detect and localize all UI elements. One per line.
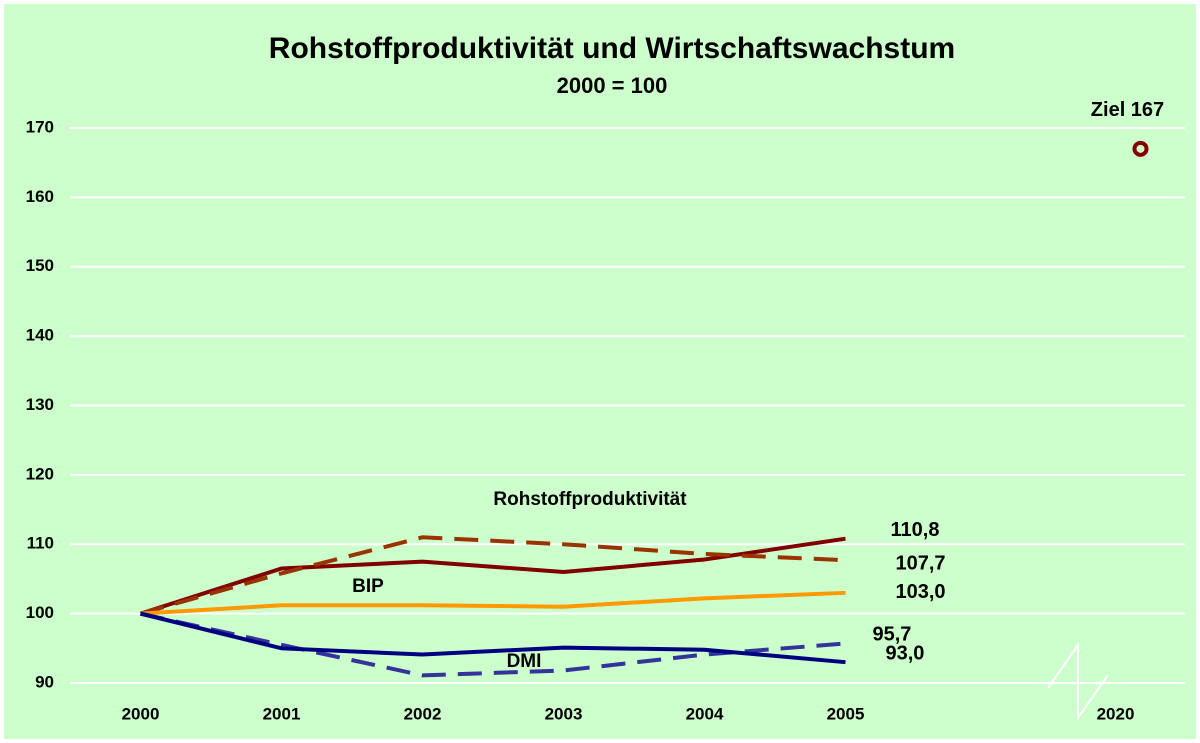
y-tick-label: 170 [26, 117, 54, 136]
value-label: 95,7 [873, 624, 912, 646]
chart-background [4, 4, 1196, 739]
value-label: 107,7 [896, 552, 946, 574]
series-label: Rohstoffproduktivität [493, 489, 687, 510]
value-label: 103,0 [896, 581, 946, 603]
series-label: BIP [352, 576, 384, 597]
target-marker [1132, 140, 1149, 157]
y-tick-label: 130 [26, 395, 54, 414]
y-tick-label: 100 [26, 603, 54, 622]
chart-subtitle: 2000 = 100 [557, 73, 668, 98]
y-tick-label: 150 [26, 256, 54, 275]
x-tick-label: 2002 [404, 704, 442, 723]
series-line [140, 611, 846, 665]
chart-title: Rohstoffproduktivität und Wirtschaftswac… [269, 32, 955, 65]
series-label: DMI [507, 651, 542, 672]
x-tick-label: 2001 [263, 704, 301, 723]
y-tick-label: 90 [35, 672, 54, 691]
value-label: Ziel 167 [1091, 99, 1164, 121]
series-line [140, 590, 846, 616]
y-tick-label: 160 [26, 187, 54, 206]
x-tick-label: 2020 [1097, 704, 1135, 723]
y-tick-label: 110 [27, 534, 54, 553]
x-tick-label: 2004 [686, 704, 724, 723]
y-tick-label: 120 [26, 464, 54, 483]
y-tick-label: 140 [26, 326, 54, 345]
series-line [139, 535, 846, 616]
value-label: 93,0 [886, 642, 925, 664]
x-tick-label: 2003 [545, 704, 583, 723]
x-tick-label: 2000 [122, 704, 160, 723]
axis-break [1047, 641, 1109, 722]
x-tick-label: 2005 [827, 704, 865, 723]
value-label: 110,8 [891, 519, 940, 541]
